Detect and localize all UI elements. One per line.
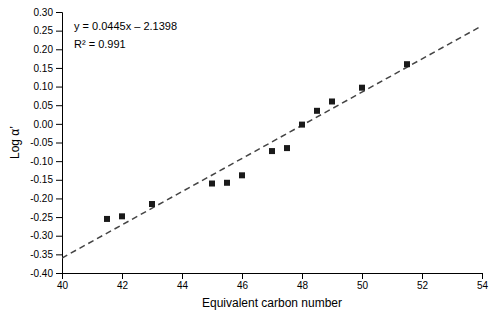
y-tick-mark xyxy=(56,105,62,106)
y-tick-label: -0.40 xyxy=(30,268,53,279)
y-tick: 0.05 xyxy=(34,100,62,111)
point xyxy=(209,181,215,187)
y-tick-mark xyxy=(56,254,62,255)
x-tick-label: 54 xyxy=(477,280,489,291)
x-tick-label: 44 xyxy=(177,280,189,291)
x-tick-mark xyxy=(122,273,123,279)
point xyxy=(299,122,305,128)
x-tick: 48 xyxy=(297,273,309,291)
y-tick-mark xyxy=(56,236,62,237)
x-tick-mark xyxy=(482,273,483,279)
y-tick-label: 0.25 xyxy=(34,25,54,36)
point xyxy=(359,85,365,91)
y-tick: -0.40 xyxy=(30,268,62,279)
plot: 40 42 44 46 48 50 52 54 -0.40 -0.35 -0.30 -0.25 -0.2… xyxy=(30,7,488,291)
x-tick: 54 xyxy=(477,273,489,291)
point xyxy=(329,98,335,104)
x-tick-label: 42 xyxy=(117,280,129,291)
x-tick: 42 xyxy=(117,273,129,291)
r-squared: R² = 0.991 xyxy=(74,38,126,50)
y-axis-title: Log α’ xyxy=(8,126,22,159)
x-tick: 44 xyxy=(177,273,189,291)
y-tick: -0.10 xyxy=(30,156,62,167)
y-tick: -0.05 xyxy=(30,137,62,148)
point xyxy=(269,148,275,154)
x-tick-label: 52 xyxy=(417,280,429,291)
y-tick-mark xyxy=(56,68,62,69)
x-axis-note: Equivalent carbon number xyxy=(202,296,342,310)
y-tick-mark xyxy=(56,161,62,162)
y-tick-mark xyxy=(56,124,62,125)
y-tick: 0.15 xyxy=(34,63,62,74)
y-tick: 0.30 xyxy=(34,7,62,18)
point xyxy=(284,145,290,151)
y-tick-mark xyxy=(56,87,62,88)
y-tick-label: -0.30 xyxy=(30,230,53,241)
x-axis: 40 42 44 46 48 50 52 54 xyxy=(57,273,489,291)
regression-line xyxy=(62,26,482,258)
point xyxy=(239,172,245,178)
x-tick-label: 50 xyxy=(357,280,369,291)
x-tick: 40 xyxy=(57,273,69,291)
y-tick-label: -0.05 xyxy=(30,137,53,148)
y-tick-label: 0.30 xyxy=(34,7,54,18)
point xyxy=(119,213,125,219)
x-tick: 50 xyxy=(357,273,369,291)
y-tick-label: 0.05 xyxy=(34,100,54,111)
y-tick-mark xyxy=(56,12,62,13)
y-axis: -0.40 -0.35 -0.30 -0.25 -0.20 -0.15 -0.10 -0.05… xyxy=(30,7,62,279)
y-tick-label: 0.20 xyxy=(34,44,54,55)
y-tick-label: -0.15 xyxy=(30,174,53,185)
x-tick-mark xyxy=(422,273,423,279)
x-tick: 52 xyxy=(417,273,429,291)
point xyxy=(149,201,155,207)
y-tick: -0.35 xyxy=(30,249,62,260)
y-tick: -0.30 xyxy=(30,230,62,241)
x-tick-label: 40 xyxy=(57,280,69,291)
x-axis-line xyxy=(63,274,483,280)
y-axis-line xyxy=(56,13,63,274)
y-tick-mark xyxy=(56,217,62,218)
point xyxy=(314,108,320,114)
x-tick: 46 xyxy=(237,273,249,291)
y-tick: 0.00 xyxy=(34,119,62,130)
chart: 40 42 44 46 48 50 52 54 -0.40 -0.35 -0.30 -0.25 -0.2… xyxy=(0,0,500,315)
y-tick-mark xyxy=(56,143,62,144)
x-tick-mark xyxy=(302,273,303,279)
y-tick-label: -0.10 xyxy=(30,156,53,167)
point xyxy=(104,216,110,222)
y-tick-mark xyxy=(56,198,62,199)
y-tick: 0.10 xyxy=(34,81,62,92)
y-tick-label: 0.10 xyxy=(34,81,54,92)
point xyxy=(224,180,230,186)
y-tick-mark xyxy=(56,180,62,181)
y-tick-label: -0.20 xyxy=(30,193,53,204)
y-tick-label: 0.15 xyxy=(34,63,54,74)
y-tick-mark xyxy=(56,273,62,274)
y-tick-label: -0.35 xyxy=(30,249,53,260)
x-tick-label: 48 xyxy=(297,280,309,291)
y-tick: -0.25 xyxy=(30,212,62,223)
equation: y = 0.0445x – 2.1398 xyxy=(74,20,177,32)
y-tick-label: 0.00 xyxy=(34,119,54,130)
y-tick: 0.25 xyxy=(34,25,62,36)
point xyxy=(404,61,410,67)
x-tick-mark xyxy=(182,273,183,279)
y-tick-mark xyxy=(56,49,62,50)
x-tick-mark xyxy=(362,273,363,279)
y-tick-label: -0.25 xyxy=(30,212,53,223)
x-tick-mark xyxy=(242,273,243,279)
y-tick: -0.15 xyxy=(30,174,62,185)
marks xyxy=(62,26,482,258)
x-tick-label: 46 xyxy=(237,280,249,291)
y-tick: -0.20 xyxy=(30,193,62,204)
y-tick: 0.20 xyxy=(34,44,62,55)
y-tick-mark xyxy=(56,31,62,32)
